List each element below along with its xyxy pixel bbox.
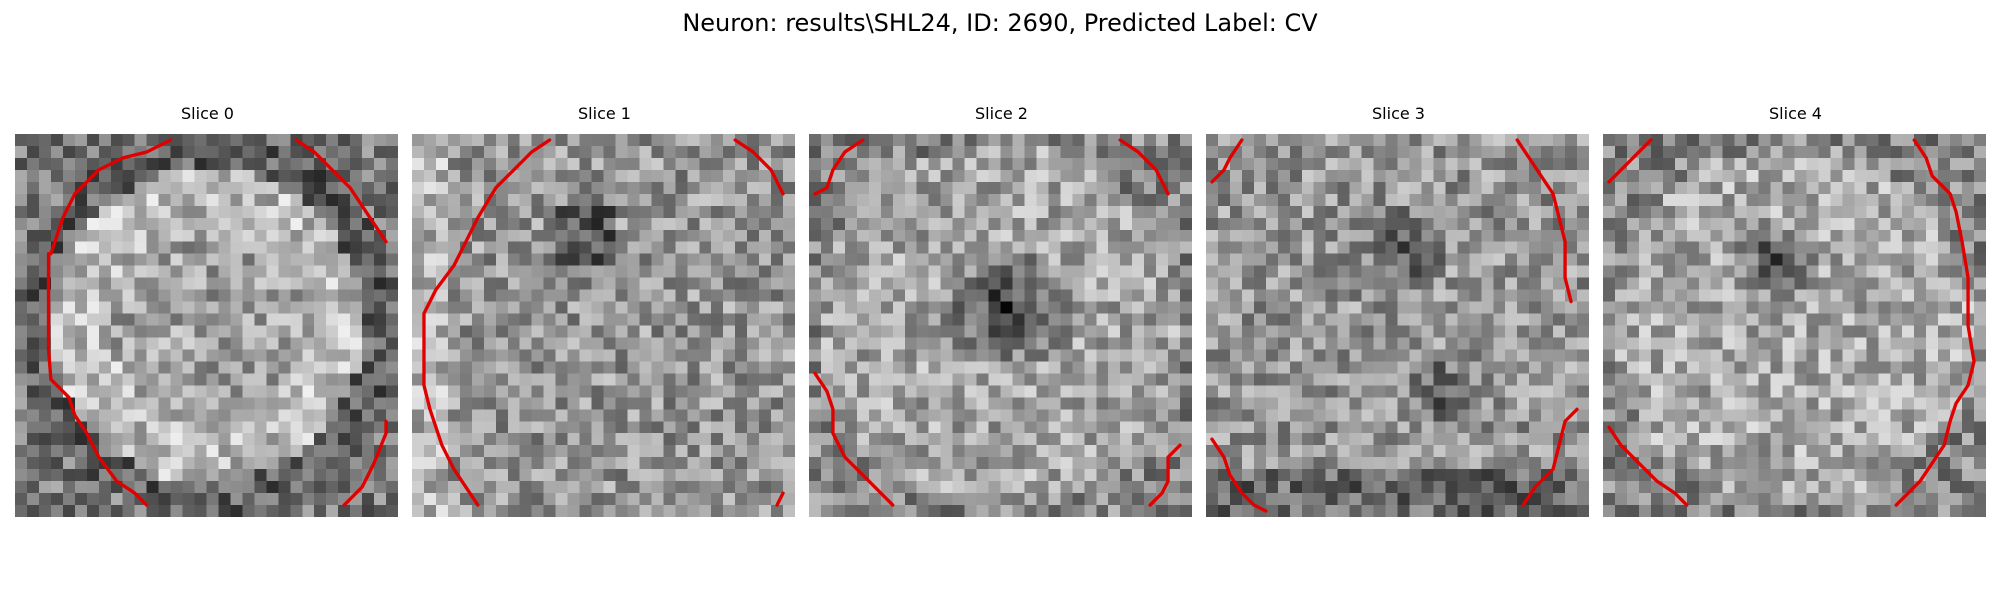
figure-title: Neuron: results\SHL24, ID: 2690, Predict…: [0, 8, 2000, 38]
slice-panel-2: Slice 2: [809, 104, 1194, 517]
slice-panel-0: Slice 0: [15, 104, 400, 517]
slice-image-2: [809, 134, 1192, 517]
slice-image-1-canvas: [412, 134, 795, 517]
slice-panel-3: Slice 3: [1206, 104, 1591, 517]
slice-image-0: [15, 134, 398, 517]
slice-title-3: Slice 3: [1206, 104, 1591, 124]
slice-title-1: Slice 1: [412, 104, 797, 124]
slice-image-4-canvas: [1603, 134, 1986, 517]
slice-panel-1: Slice 1: [412, 104, 797, 517]
slice-image-3: [1206, 134, 1589, 517]
slice-image-3-canvas: [1206, 134, 1589, 517]
slice-image-2-canvas: [809, 134, 1192, 517]
slice-title-0: Slice 0: [15, 104, 400, 124]
slice-panel-4: Slice 4: [1603, 104, 1988, 517]
slice-image-1: [412, 134, 795, 517]
slice-image-0-canvas: [15, 134, 398, 517]
slice-title-4: Slice 4: [1603, 104, 1988, 124]
slice-title-2: Slice 2: [809, 104, 1194, 124]
slice-image-4: [1603, 134, 1986, 517]
